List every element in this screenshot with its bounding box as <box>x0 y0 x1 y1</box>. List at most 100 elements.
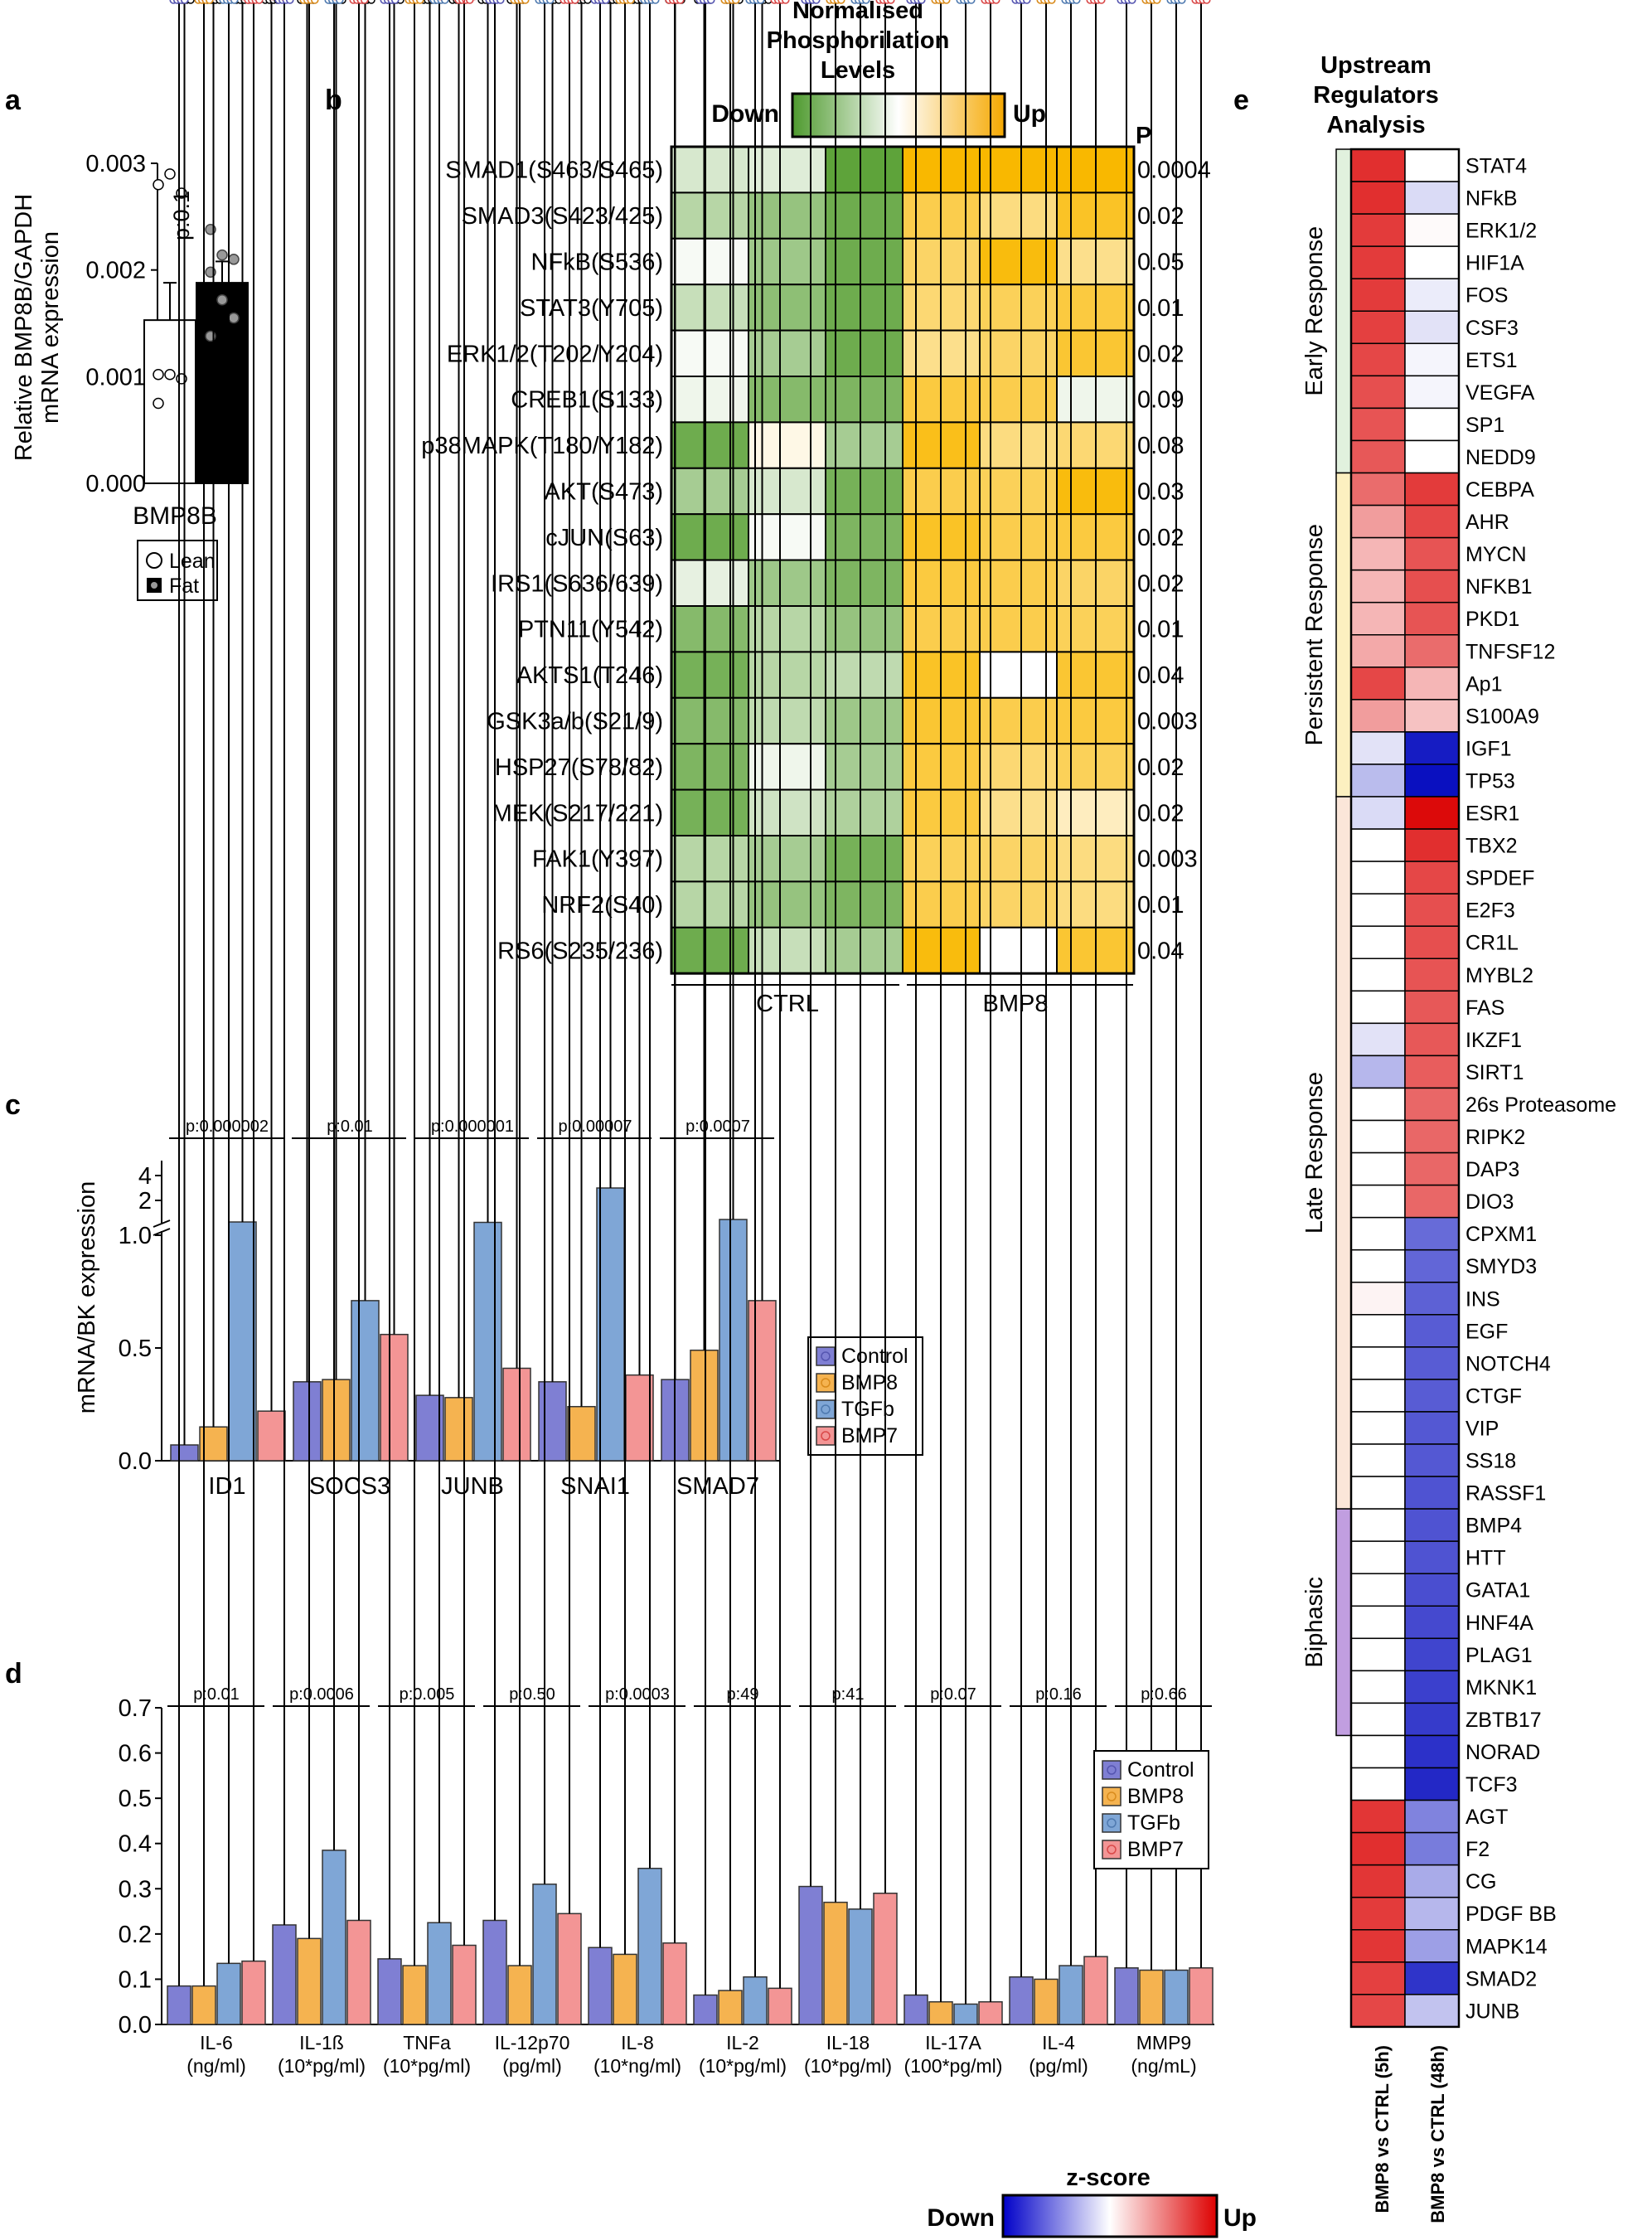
bar-il-12p70-control <box>482 1919 507 2025</box>
significance-letter: c <box>237 0 248 5</box>
heat-cell-5h <box>1350 958 1406 992</box>
heat-cell <box>825 835 904 883</box>
panel-d-tick-label: 0.3 <box>119 1876 152 1903</box>
heat-cell <box>671 192 749 240</box>
heat-cell-5h <box>1350 213 1406 247</box>
bar-il-17a-control <box>904 1994 928 2025</box>
category-unit: (100*pg/ml) <box>904 2055 1003 2077</box>
heat-cell-5h <box>1350 375 1406 410</box>
heat-cell-48h <box>1404 569 1460 604</box>
bar-junb-bmp7 <box>502 1367 531 1462</box>
heat-cell <box>671 146 749 194</box>
significance-letter: b <box>434 0 445 5</box>
regulator-label-plag1: PLAG1 <box>1465 1644 1533 1667</box>
heat-cell-48h <box>1404 861 1460 895</box>
bar-il-8-tgfb <box>637 1867 662 2025</box>
heat-cell-5h <box>1350 1799 1406 1834</box>
bar-il-4-tgfb <box>1059 1965 1083 2025</box>
legend-swatch-bmp7 <box>1102 1840 1122 1859</box>
bar-il-8-bmp8 <box>613 1953 637 2025</box>
heat-cell-5h <box>1350 796 1406 830</box>
heat-cell-48h <box>1404 893 1460 927</box>
bar-snai1-tgfb <box>596 1187 625 1462</box>
legend-dot-bmp8 <box>821 1378 831 1388</box>
panel-c-tick-label: 1.0 <box>119 1223 152 1249</box>
heat-cell <box>748 284 826 332</box>
panel-c-axis-break <box>153 1228 171 1236</box>
heat-cell-48h <box>1404 796 1460 830</box>
data-point <box>1202 0 1211 4</box>
heat-cell-5h <box>1350 536 1406 571</box>
heat-cell <box>825 559 904 607</box>
row-label-smad1-s463-s465: SMAD1(S463/S465) <box>445 158 663 184</box>
heat-cell <box>825 696 904 745</box>
category-label-il-12p70: IL-12p70 <box>495 2032 570 2053</box>
heat-cell <box>671 376 749 424</box>
heat-cell <box>671 513 749 561</box>
panel-b-title-line2: Phosphorilation <box>767 27 950 54</box>
heat-cell-48h <box>1404 1508 1460 1542</box>
panel-a-label: a <box>5 85 22 116</box>
heat-cell <box>671 743 749 791</box>
row-label-hsp27-s78-82: HSP27(S78/82) <box>495 754 663 781</box>
bar-il-18-bmp8 <box>823 1901 848 2025</box>
heat-cell-48h <box>1404 667 1460 701</box>
heat-cell-5h <box>1350 1022 1406 1057</box>
bar-id1-tgfb <box>228 1221 257 1462</box>
panel-b-scale-up: Up <box>1013 100 1046 128</box>
regulator-label-zbtb17: ZBTB17 <box>1465 1709 1542 1732</box>
heat-cell <box>748 651 826 699</box>
regulator-label-vip: VIP <box>1465 1417 1499 1440</box>
heat-cell-48h <box>1404 828 1460 862</box>
bar-il-18-tgfb <box>848 1908 873 2025</box>
category-label-snai1: SNAI1 <box>560 1473 630 1500</box>
regulator-label-f2: F2 <box>1465 1838 1490 1861</box>
legend-label-bmp7: BMP7 <box>841 1424 898 1447</box>
panel-e-title-line1: Upstream <box>1320 52 1432 79</box>
legend-label-control: Control <box>1127 1758 1194 1782</box>
heat-cell-5h <box>1350 1702 1406 1737</box>
regulator-label-dio3: DIO3 <box>1465 1190 1514 1214</box>
bar-snai1-control <box>538 1381 567 1462</box>
panel-a-point-fat <box>228 312 240 324</box>
heat-cell-48h <box>1404 148 1460 182</box>
panel-d-tick-label: 0.1 <box>119 1966 152 1993</box>
category-unit: (10*pg/ml) <box>383 2055 471 2077</box>
group-strip-late-response <box>1335 796 1352 1510</box>
data-point <box>521 0 530 4</box>
panel-c-label: c <box>5 1089 21 1121</box>
heat-cell-48h <box>1404 1734 1460 1769</box>
heat-cell-5h <box>1350 731 1406 765</box>
row-label-mek-s217-221: MEK(S217/221) <box>492 800 663 827</box>
data-point <box>917 0 926 4</box>
regulator-label-s100a9: S100A9 <box>1465 705 1539 728</box>
data-point <box>1127 0 1136 4</box>
heat-cell <box>825 376 904 424</box>
heat-cell-5h <box>1350 893 1406 927</box>
category-label-il-8: IL-8 <box>621 2032 654 2053</box>
significance-letter: b <box>223 0 235 5</box>
panel-e-title-line2: Regulators <box>1313 82 1438 109</box>
row-label-nfkb-s536: NFkB(S536) <box>530 250 663 276</box>
heat-cell <box>671 559 749 607</box>
heat-cell-48h <box>1404 1929 1460 1963</box>
heat-cell-5h <box>1350 1411 1406 1445</box>
heat-cell-5h <box>1350 342 1406 377</box>
regulator-label-nedd9: NEDD9 <box>1465 446 1536 469</box>
heat-cell <box>671 835 749 883</box>
regulator-label-ss18: SS18 <box>1465 1450 1516 1473</box>
significance-letter: b <box>248 0 259 5</box>
heat-cell <box>748 146 826 194</box>
panel-d-chart: 0.0 0.1 0.2 0.3 0.4 0.5 0.6 0.7 IL-6(ng/ml) p:0.0… <box>119 0 1214 2077</box>
pvalue-label: p:0.07 <box>930 1685 976 1704</box>
heat-cell-5h <box>1350 1637 1406 1672</box>
regulator-label-tnfsf12: TNFSF12 <box>1465 640 1555 663</box>
heat-cell-5h <box>1350 1216 1406 1251</box>
regulator-label-pdgf-bb: PDGF BB <box>1465 1903 1557 1926</box>
bar-il-8-control <box>588 1947 613 2025</box>
data-point <box>1047 0 1056 4</box>
heat-cell-48h <box>1404 1670 1460 1704</box>
heat-cell <box>671 926 749 975</box>
heat-cell-5h <box>1350 1055 1406 1089</box>
